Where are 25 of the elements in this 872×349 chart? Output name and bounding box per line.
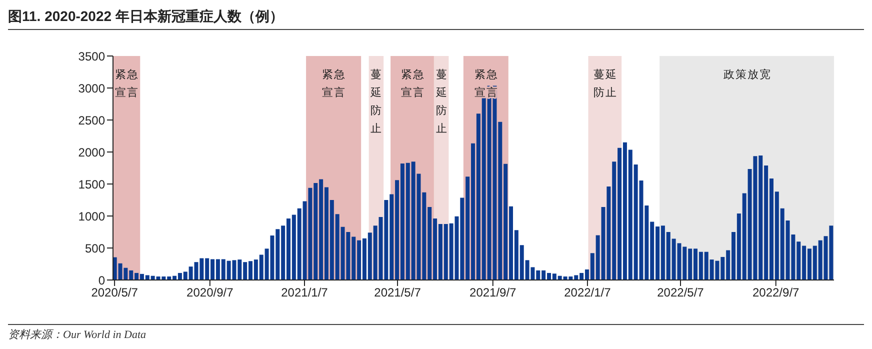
band-label: 紧急宣言 [115, 69, 138, 99]
x-tick-label: 2022/1/7 [564, 286, 612, 300]
text: 资料来源：Our World in Data [8, 329, 146, 341]
x-tick-label: 2021/5/7 [374, 286, 422, 300]
y-tick-label: 1000 [78, 209, 106, 224]
band-label: 紧急宣言 [322, 69, 346, 99]
y-tick-label: 2500 [78, 113, 106, 128]
x-tick-label: 2021/1/7 [281, 286, 328, 300]
y-tick-label: 1500 [78, 177, 106, 192]
band-label: 蔓延防止 [434, 68, 447, 135]
y-tick-label: 2000 [78, 145, 106, 160]
y-tick-label: 500 [84, 241, 106, 256]
band-label: 蔓延防止 [370, 68, 382, 135]
x-tick-label: 2020/5/7 [91, 286, 138, 300]
band-label: 蔓延防止 [593, 68, 616, 99]
y-tick-label: 0 [98, 273, 106, 288]
chart-title: 图11. 2020-2022 年日本新冠重症人数（例） [8, 8, 864, 30]
band-label: 政策放宽 [723, 68, 770, 81]
band-label: 紧急宣言 [400, 69, 424, 99]
x-tick-label: 2022/5/7 [657, 286, 704, 300]
y-tick-label: 3500 [78, 49, 106, 64]
x-tick-label: 2022/9/7 [752, 286, 800, 300]
x-tick-label: 2021/9/7 [470, 286, 517, 300]
y-tick-label: 3000 [78, 81, 106, 96]
x-tick-label: 2020/9/7 [186, 286, 234, 300]
